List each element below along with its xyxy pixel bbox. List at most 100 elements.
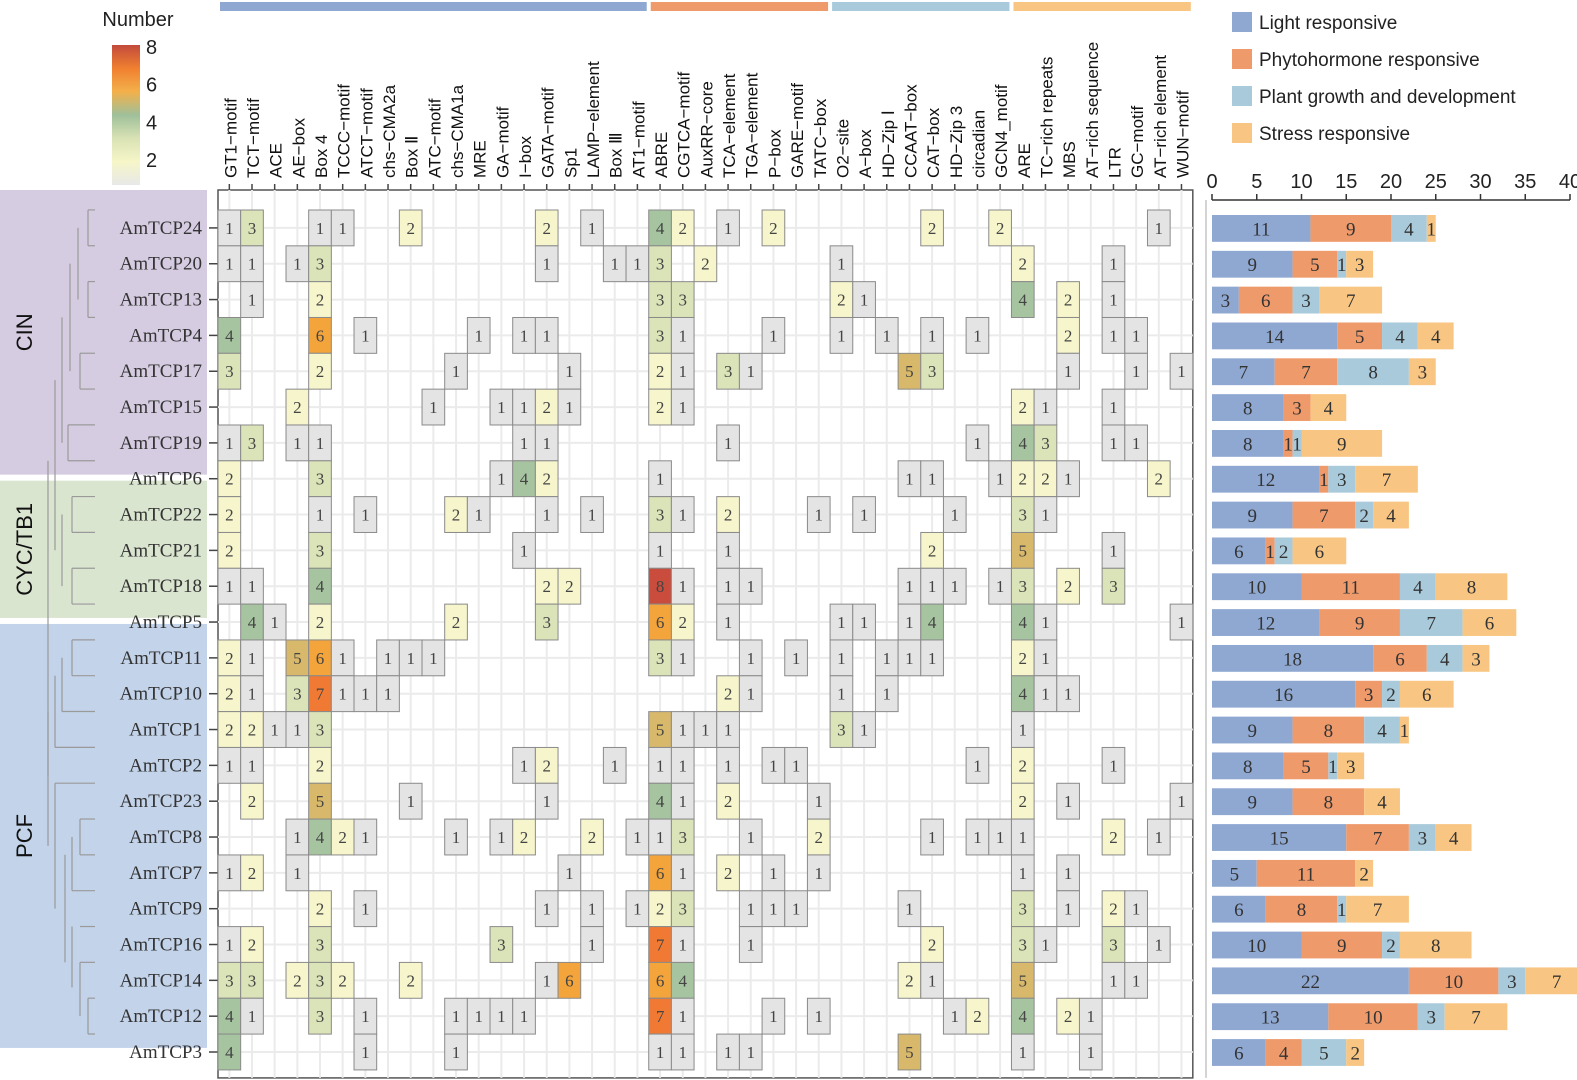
motif-label: CAT−box [924,107,943,178]
cell-value-label: 1 [588,506,597,525]
bar-segment [1292,429,1302,457]
bar-segment [1256,859,1356,887]
x-tick-label: 5 [1251,171,1262,193]
bar-segment [1212,859,1257,887]
cell-value-label: 1 [248,649,257,668]
heatmap-cell [738,926,763,963]
cell-value-label: 1 [565,864,574,883]
bar-segment [1212,895,1266,923]
cell-value-label: 1 [928,649,937,668]
cell-value-label: 1 [248,756,257,775]
heatmap-cell [761,316,786,354]
x-tick-label: 35 [1514,171,1536,193]
cell-value-label: 2 [293,971,302,990]
cell-value-label: 1 [1109,255,1118,274]
cell-value-label: 3 [1019,506,1028,525]
bar-segment [1355,859,1374,887]
motif-label: chs−CMA2a [380,84,399,178]
motif-label: TCCC−motif [335,84,354,178]
bar-value-label: 8 [1467,578,1477,599]
cell-value-label: 1 [678,362,687,381]
cell-value-label: 1 [724,577,733,596]
cell-value-label: 2 [1019,649,1028,668]
bar-segment [1426,215,1436,242]
gene-label: AmTCP13 [120,290,202,311]
cell-value-label: 1 [1109,971,1118,990]
motif-label: Box Ⅱ [403,136,422,178]
cell-value-label: 1 [746,900,755,919]
bar-value-label: 3 [1427,1008,1437,1029]
heatmap-cell [240,424,264,462]
bar-value-label: 1 [1337,255,1347,276]
bar-value-label: 2 [1350,1044,1360,1065]
cell-value-label: 1 [678,721,687,740]
motif-label: ARE [1015,143,1034,178]
cell-value-label: 1 [1041,649,1050,668]
cell-value-label: 2 [678,613,687,632]
bar-segment [1212,465,1320,493]
cell-value-label: 1 [361,828,370,847]
x-tick-label: 15 [1335,171,1357,193]
cell-value-label: 2 [678,219,687,238]
cell-value-label: 1 [724,721,733,740]
cell-value-label: 1 [883,649,892,668]
heatmap-cell [806,997,831,1035]
cell-value-label: 1 [248,577,257,596]
bar-value-label: 3 [1355,255,1365,276]
cell-value-label: 2 [769,219,778,238]
subfamily-panels: CIN CYC/TB1 PCF [0,190,207,1048]
cell-value-label: 1 [1041,613,1050,632]
cell-value-label: 1 [1019,1043,1028,1062]
heatmap-cell [1146,926,1171,963]
cell-value-label: 1 [225,219,234,238]
cell-value-label: 1 [656,756,665,775]
cell-value-label: 1 [1087,1007,1096,1026]
bar-segment [1408,967,1499,995]
cell-value-label: 1 [520,398,529,417]
bar-value-label: 7 [1373,900,1383,921]
x-tick-label: 25 [1425,171,1447,193]
heatmap-cell [580,926,604,963]
bar-segment [1212,537,1266,565]
bar-segment [1328,465,1356,493]
bar-segment [1355,680,1383,708]
cell-value-label: 3 [656,255,665,274]
heatmap-cell [240,281,264,318]
cell-value-label: 1 [497,470,506,489]
cell-value-label: 1 [248,291,257,310]
heatmap-cell [738,567,763,605]
cell-value-label: 6 [656,971,665,990]
cell-value-label: 1 [542,326,551,345]
cell-value-label: 1 [338,219,347,238]
motif-label: AT1−motif [629,101,648,178]
cell-value-label: 1 [1155,828,1164,847]
cell-value-label: 2 [225,506,234,525]
cell-value-label: 3 [656,291,665,310]
heatmap-cell [670,388,695,426]
heatmap-cell [240,854,264,892]
bar-segment [1292,788,1365,816]
bar-value-label: 8 [1297,900,1307,921]
gene-label: AmTCP17 [120,361,202,382]
cell-value-label: 6 [316,326,325,345]
cell-value-label: 1 [1087,1043,1096,1062]
legend-label: Light responsive [1259,13,1397,34]
cell-value-label: 2 [1019,398,1028,417]
motif-label: A−box [856,129,875,178]
cell-value-label: 2 [1064,1007,1073,1026]
cell-value-label: 1 [769,326,778,345]
heatmap-cell [874,316,899,354]
bar-value-label: 3 [1301,291,1311,312]
cell-value-label: 1 [1132,362,1141,381]
cell-value-label: 1 [656,470,665,489]
bar-value-label: 1 [1265,542,1275,563]
heatmap-cell [557,854,582,892]
bar-segment [1301,429,1383,457]
cell-value-label: 1 [633,900,642,919]
motif-label: LAMP−element [584,61,603,178]
bar-value-label: 3 [1292,399,1302,420]
cell-value-label: 1 [724,613,733,632]
cell-value-label: 2 [1109,900,1118,919]
heatmap-cell [240,997,264,1035]
